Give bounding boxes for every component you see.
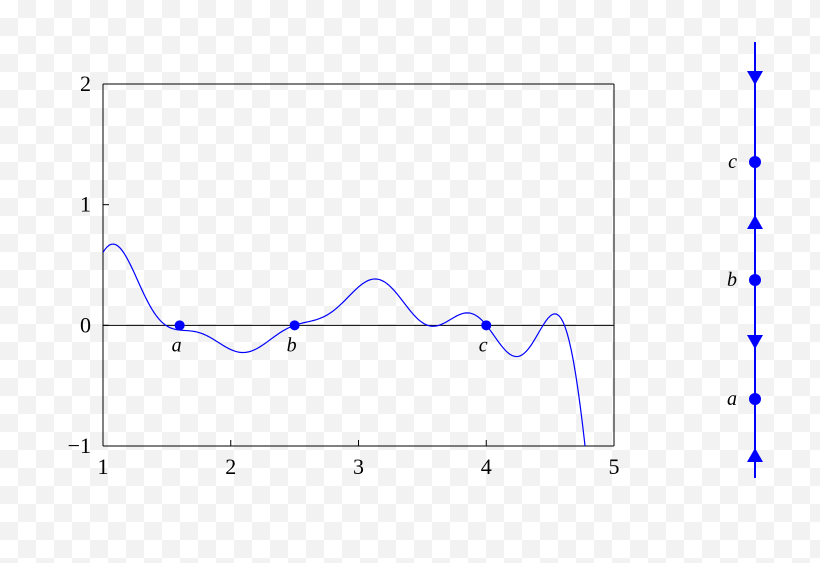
zero-point-label: a xyxy=(172,334,182,356)
phase-arrow xyxy=(747,71,763,85)
y-tick-label: 2 xyxy=(80,71,91,96)
zero-point xyxy=(481,320,491,330)
zero-point xyxy=(175,320,185,330)
x-tick-label: 4 xyxy=(481,454,492,479)
x-tick-label: 2 xyxy=(225,454,236,479)
phase-point xyxy=(749,156,761,168)
phase-arrow xyxy=(747,215,763,229)
y-tick-label: 0 xyxy=(80,312,91,337)
x-tick-label: 3 xyxy=(353,454,364,479)
phase-arrow xyxy=(747,335,763,349)
phase-point xyxy=(749,393,761,405)
phase-point xyxy=(749,274,761,286)
phase-point-label: b xyxy=(727,269,737,291)
phase-line: a b c xyxy=(727,42,763,478)
plot-frame xyxy=(103,84,614,446)
x-tick-label: 1 xyxy=(98,454,109,479)
phase-point-label: a xyxy=(727,388,737,410)
figure: 1 2 3 4 5 −1 0 1 2 a b c a b c xyxy=(0,0,820,563)
curve xyxy=(103,244,614,563)
y-tick-label: −1 xyxy=(68,433,91,458)
x-tick-label: 5 xyxy=(609,454,620,479)
zero-point xyxy=(290,320,300,330)
phase-point-label: c xyxy=(728,151,737,173)
phase-arrow xyxy=(747,448,763,462)
zero-point-label: c xyxy=(479,334,488,356)
zero-point-label: b xyxy=(287,334,297,356)
y-tick-label: 1 xyxy=(80,192,91,217)
